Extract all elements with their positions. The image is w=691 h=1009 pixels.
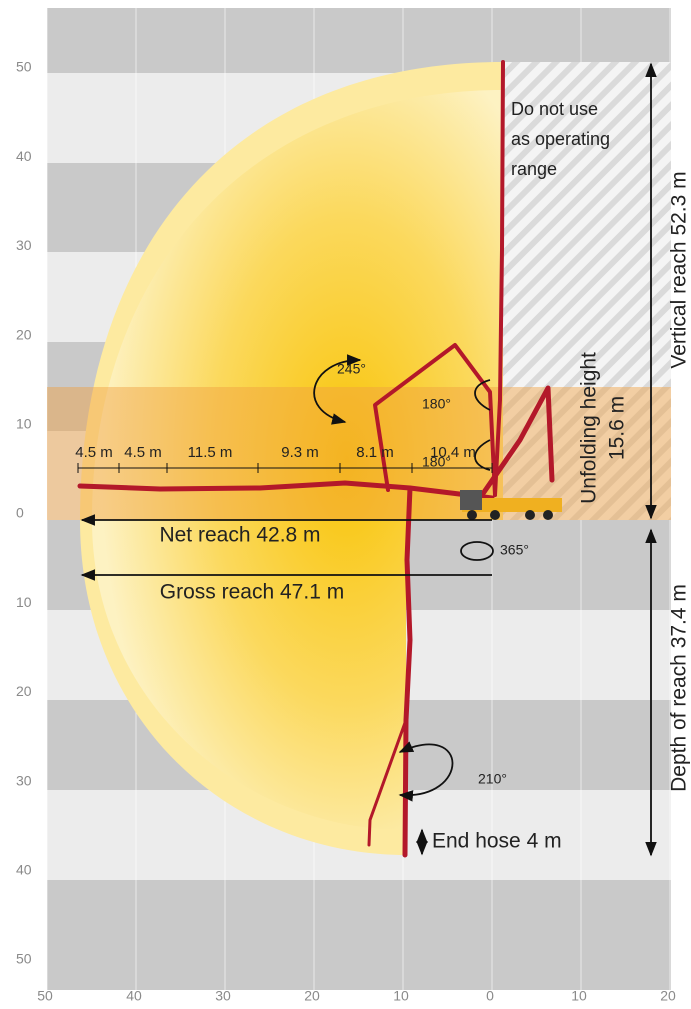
x-tick-label: 40 xyxy=(126,988,142,1004)
section-label: 4.5 m xyxy=(124,444,162,461)
y-tick-label: 30 xyxy=(16,772,32,788)
x-tick-label: 50 xyxy=(37,988,53,1004)
y-tick-label: 50 xyxy=(16,59,32,75)
section-label: 4.5 m xyxy=(75,444,113,461)
x-tick-label: 10 xyxy=(393,988,409,1004)
x-tick-label: 20 xyxy=(304,988,320,1004)
y-tick-label: 30 xyxy=(16,237,32,253)
section-label: 11.5 m xyxy=(188,444,233,461)
unfolding-label: 15.6 m xyxy=(606,396,629,460)
restricted-note: range xyxy=(511,159,557,179)
y-tick-label: 20 xyxy=(16,326,32,342)
band xyxy=(47,880,671,990)
end-hose-label: End hose 4 m xyxy=(432,830,562,853)
x-tick-label: 30 xyxy=(215,988,231,1004)
rotation-label: 180° xyxy=(422,396,451,412)
x-tick-label: 0 xyxy=(486,988,494,1004)
rotation-label: 210° xyxy=(478,771,507,787)
gross-reach-label: Gross reach 47.1 m xyxy=(160,581,344,604)
y-tick-label: 10 xyxy=(16,416,32,432)
depth-label: Depth of reach 37.4 m xyxy=(668,584,691,792)
section-label: 8.1 m xyxy=(356,444,394,461)
net-reach-area xyxy=(92,90,503,830)
y-tick-label: 40 xyxy=(16,148,32,164)
vertical-reach-label: Vertical reach 52.3 m xyxy=(668,171,691,368)
rotation-label: 365° xyxy=(500,542,529,558)
restricted-note: as operating xyxy=(511,129,610,149)
y-tick-label: 40 xyxy=(16,862,32,878)
y-tick-label: 10 xyxy=(16,594,32,610)
rotation-label: 245° xyxy=(337,361,366,377)
section-label: 9.3 m xyxy=(281,444,319,461)
unfolding-label: Unfolding height xyxy=(578,352,601,504)
section-label: 10.4 m xyxy=(430,444,476,461)
net-reach-label: Net reach 42.8 m xyxy=(159,524,320,547)
y-tick-label: 20 xyxy=(16,683,32,699)
y-tick-label: 50 xyxy=(16,951,32,967)
restricted-zone xyxy=(503,62,671,520)
truck xyxy=(460,490,562,520)
rotation-arrows xyxy=(313,354,494,802)
restricted-note: Do not use xyxy=(511,99,598,119)
x-tick-label: 10 xyxy=(571,988,587,1004)
x-tick-label: 20 xyxy=(660,988,676,1004)
y-tick-label: 0 xyxy=(16,505,24,521)
rotation-label: 180° xyxy=(422,454,451,470)
